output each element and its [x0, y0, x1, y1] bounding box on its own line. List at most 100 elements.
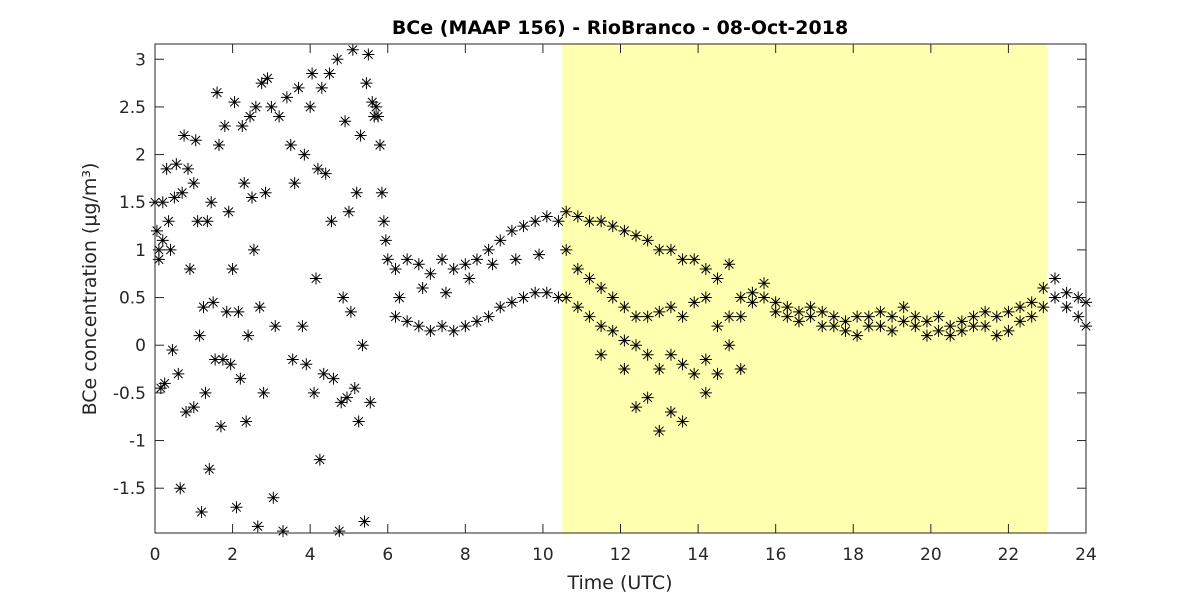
data-point	[251, 520, 264, 533]
data-point	[216, 353, 229, 366]
data-point	[990, 329, 1003, 342]
data-point	[688, 253, 701, 266]
data-point	[955, 315, 968, 328]
data-point	[364, 396, 377, 409]
data-point	[416, 282, 429, 295]
data-point	[1025, 310, 1038, 323]
data-point	[862, 320, 875, 333]
data-point	[209, 353, 222, 366]
data-point	[232, 305, 245, 318]
y-tick-label: -1.5	[113, 479, 146, 499]
data-point	[676, 310, 689, 323]
data-point	[313, 453, 326, 466]
data-point	[323, 67, 336, 80]
y-tick-label: 0.5	[119, 289, 146, 309]
data-point	[197, 301, 210, 314]
data-point	[606, 324, 619, 337]
data-point	[618, 301, 631, 314]
data-point	[1048, 291, 1061, 304]
data-point	[195, 506, 208, 519]
data-point	[699, 291, 712, 304]
data-point	[540, 286, 553, 299]
data-point	[746, 286, 759, 299]
data-point	[224, 358, 237, 371]
data-point	[346, 43, 359, 56]
data-point	[164, 243, 177, 256]
shaded-region	[562, 44, 1048, 533]
data-point	[552, 215, 565, 228]
data-point	[162, 215, 175, 228]
data-point	[447, 324, 460, 337]
data-point	[463, 272, 476, 285]
data-point	[699, 386, 712, 399]
y-tick-label: 2.5	[119, 98, 146, 118]
data-point	[366, 96, 379, 109]
data-point	[327, 372, 340, 385]
data-point	[517, 291, 530, 304]
x-tick-label: 20	[920, 545, 942, 565]
data-point	[909, 310, 922, 323]
data-point	[298, 148, 311, 161]
data-point	[228, 96, 241, 109]
data-point	[723, 339, 736, 352]
data-point	[664, 348, 677, 361]
data-point	[333, 525, 346, 538]
data-point	[242, 329, 255, 342]
data-point	[509, 253, 522, 266]
data-point	[734, 363, 747, 376]
data-point	[459, 320, 472, 333]
data-point	[653, 363, 666, 376]
x-axis-label: Time (UTC)	[566, 572, 672, 594]
data-point	[401, 315, 414, 328]
data-point	[851, 310, 864, 323]
chart-title: BCe (MAAP 156) - RioBranco - 08-Oct-2018	[392, 17, 848, 39]
data-point	[288, 177, 301, 190]
data-point	[222, 205, 235, 218]
data-point	[979, 320, 992, 333]
data-point	[249, 100, 262, 113]
data-point	[152, 253, 165, 266]
data-point	[317, 367, 330, 380]
data-point	[1002, 305, 1015, 318]
data-point	[606, 220, 619, 233]
data-point	[158, 377, 171, 390]
data-point	[699, 262, 712, 275]
data-point	[424, 324, 437, 337]
data-point	[470, 253, 483, 266]
data-point	[160, 162, 173, 175]
x-tick-label: 10	[532, 545, 554, 565]
data-point	[676, 358, 689, 371]
data-point	[990, 310, 1003, 323]
data-point	[244, 110, 257, 123]
data-point	[920, 315, 933, 328]
data-point	[816, 305, 829, 318]
data-point	[436, 320, 449, 333]
data-point	[1060, 286, 1073, 299]
data-point	[362, 48, 375, 61]
data-point	[630, 229, 643, 242]
data-point	[827, 310, 840, 323]
data-point	[955, 324, 968, 337]
data-point	[213, 139, 226, 152]
data-point	[319, 167, 332, 180]
data-point	[300, 358, 313, 371]
data-point	[560, 291, 573, 304]
data-point	[688, 367, 701, 380]
data-point	[1014, 315, 1027, 328]
data-point	[560, 205, 573, 218]
data-point	[193, 329, 206, 342]
data-point	[257, 386, 270, 399]
data-point	[325, 215, 338, 228]
data-point	[758, 291, 771, 304]
data-point	[218, 119, 231, 132]
data-point	[226, 262, 239, 275]
data-point	[618, 224, 631, 237]
data-point	[309, 272, 322, 285]
data-point	[211, 86, 224, 99]
data-point	[595, 282, 608, 295]
data-point	[166, 343, 179, 356]
data-point	[255, 77, 268, 90]
data-point	[967, 310, 980, 323]
data-point	[486, 258, 499, 271]
